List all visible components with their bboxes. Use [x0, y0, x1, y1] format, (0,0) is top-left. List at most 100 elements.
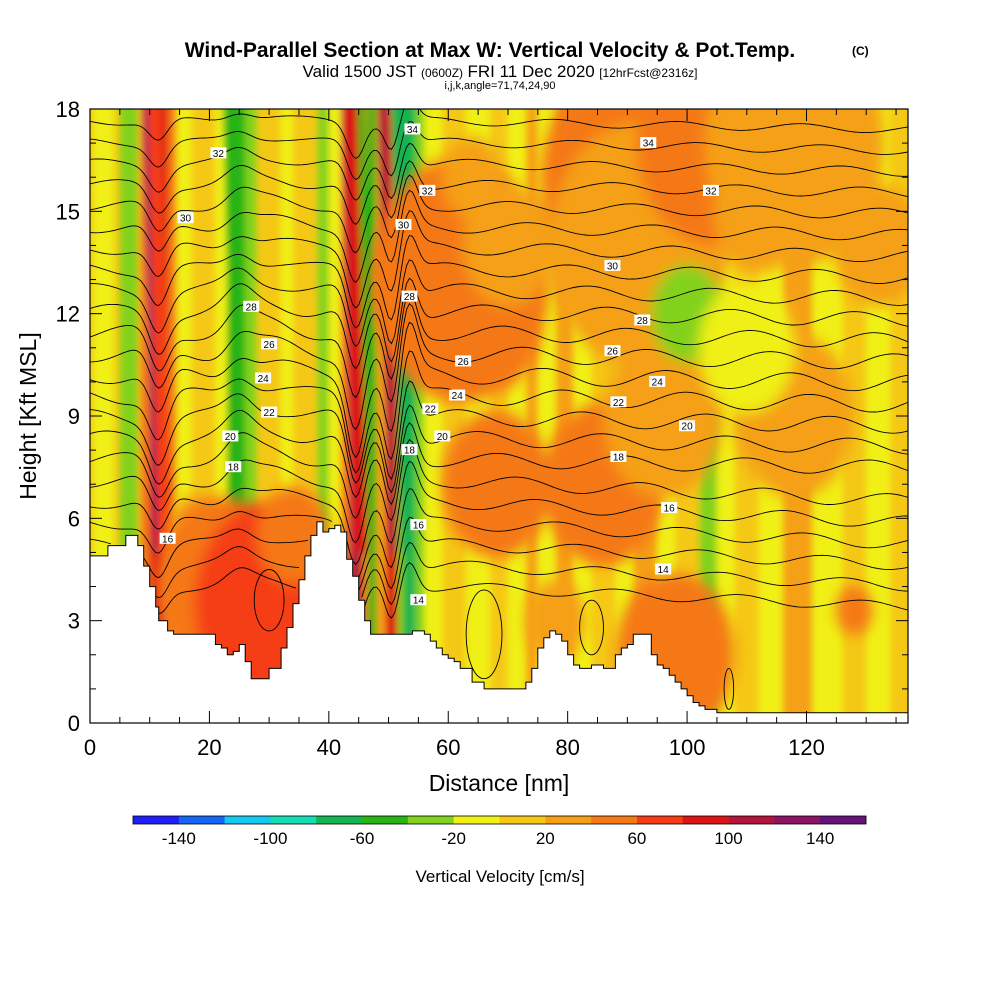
- grid-indices: i,j,k,angle=71,74,24,90: [444, 80, 555, 92]
- isentrope-line: [90, 460, 908, 566]
- contour-label: 32: [213, 149, 225, 160]
- isentrope-line: [90, 290, 908, 399]
- axis-ticks: [89, 108, 908, 724]
- velocity-patch: [525, 579, 586, 662]
- contour-label-box: [404, 123, 421, 135]
- isentrope-line: [90, 277, 908, 370]
- colorbar-label: Vertical Velocity [cm/s]: [415, 867, 584, 886]
- velocity-band: [140, 109, 150, 723]
- colorbar-tick-label: -20: [441, 829, 466, 848]
- isentrope-line: [90, 109, 908, 160]
- contour-label-box: [449, 389, 466, 401]
- contour-label: 20: [682, 422, 694, 433]
- contour-label-box: [702, 184, 719, 196]
- velocity-band: [525, 109, 538, 723]
- y-tick-label: 3: [68, 609, 80, 634]
- contour-label: 24: [452, 391, 464, 402]
- isentrope-line: [90, 380, 908, 484]
- isentrope-line: [90, 302, 908, 431]
- closed-contour: [465, 589, 503, 680]
- contour-label: 14: [658, 565, 670, 576]
- isentrope-line: [90, 259, 908, 347]
- contour-label: 26: [458, 357, 470, 368]
- x-tick-label: 120: [788, 735, 825, 760]
- contour-label-box: [634, 314, 651, 326]
- colorbar-tick-labels: -140 -100 -60 -20 20 60 100 140: [162, 829, 835, 848]
- valid-date: FRI 11 Dec 2020: [468, 62, 595, 81]
- velocity-band: [245, 109, 258, 723]
- contour-label-box: [210, 147, 227, 159]
- contour-label-box: [419, 184, 436, 196]
- y-tick-labels: 0 3 6 9 12 15 18: [56, 97, 80, 736]
- contour-label-box: [410, 519, 427, 531]
- velocity-band: [316, 109, 329, 723]
- isentrope-line: [90, 121, 908, 181]
- isentrope-line: [90, 160, 908, 225]
- velocity-core: [223, 109, 243, 553]
- velocity-patch: [463, 184, 553, 307]
- isentrope-line: [90, 321, 908, 459]
- contour-label-box: [401, 290, 418, 302]
- contour-label: 32: [705, 186, 717, 197]
- colorbar-swatch: [133, 816, 180, 824]
- contour-label-box: [255, 372, 272, 384]
- contour-label: 22: [425, 405, 437, 416]
- contour-label: 18: [404, 446, 416, 457]
- colorbar-swatch: [774, 816, 821, 824]
- chart-subtitle: Valid 1500 JST (0600Z) FRI 11 Dec 2020 […: [303, 62, 698, 81]
- colorbar-swatch: [270, 816, 317, 824]
- y-tick-label: 0: [68, 711, 80, 736]
- colorbar-tick-label: -140: [162, 829, 196, 848]
- contour-label: 28: [246, 302, 258, 313]
- isentrope-line: [90, 438, 908, 544]
- x-tick-label: 20: [197, 735, 221, 760]
- velocity-patch: [442, 136, 502, 219]
- contour-label: 30: [398, 220, 410, 231]
- contour-label: 16: [162, 534, 174, 545]
- colorbar-swatch: [728, 816, 775, 824]
- contour-label-box: [679, 420, 696, 432]
- velocity-core: [147, 109, 172, 553]
- velocity-patch: [699, 282, 795, 414]
- colorbar-swatch: [636, 816, 684, 824]
- contour-label-box: [410, 594, 427, 606]
- terrain: [90, 521, 908, 723]
- contour-label-box: [159, 532, 176, 544]
- colorbar-tick-label: 100: [714, 829, 742, 848]
- closed-contour: [253, 569, 285, 632]
- colorbar-tick-label: -100: [253, 829, 287, 848]
- contour-label-box: [177, 212, 194, 224]
- colorbar-swatch: [178, 816, 225, 824]
- isentrope-line: [90, 174, 908, 254]
- isentrope-line: [158, 562, 908, 619]
- isentrope-line: [90, 210, 908, 309]
- contour-label: 18: [613, 452, 625, 463]
- x-tick-label: 0: [84, 735, 96, 760]
- y-tick-label: 6: [68, 506, 80, 531]
- velocity-band: [281, 109, 294, 723]
- colorbar-swatch: [682, 816, 729, 824]
- velocity-band: [376, 109, 386, 723]
- contour-label: 32: [422, 186, 434, 197]
- colorbar-swatch: [545, 816, 592, 824]
- closed-contour: [579, 599, 604, 656]
- contour-label: 30: [607, 261, 619, 272]
- contour-label: 28: [637, 316, 649, 327]
- contour-label: 34: [643, 139, 655, 150]
- contour-label: 22: [264, 408, 276, 419]
- contour-label: 14: [413, 596, 425, 607]
- x-tick-label: 40: [317, 735, 341, 760]
- y-tick-label: 9: [68, 404, 80, 429]
- contour-label: 24: [652, 377, 664, 388]
- colorbar-swatch: [820, 816, 867, 824]
- contour-label: 18: [228, 463, 240, 474]
- contour-label-box: [261, 406, 278, 418]
- contour-label-box: [604, 345, 621, 357]
- velocity-band: [167, 109, 177, 723]
- isentrope-line: [152, 541, 908, 606]
- colorbar-swatch: [224, 816, 271, 824]
- contour-label-box: [455, 355, 472, 367]
- contour-label-box: [225, 461, 242, 473]
- y-tick-label: 18: [56, 97, 80, 122]
